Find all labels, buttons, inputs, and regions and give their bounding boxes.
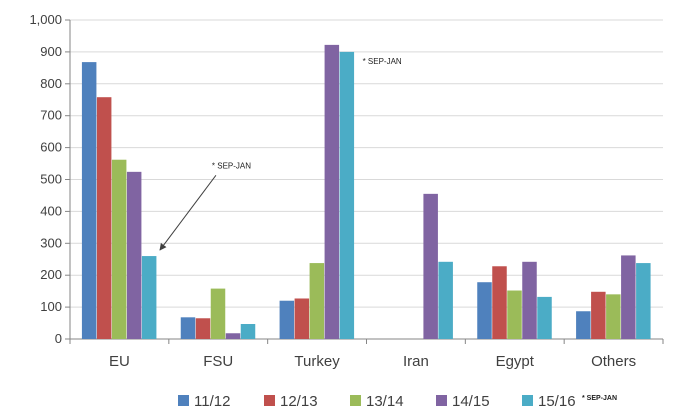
annotation-arrow: [159, 175, 217, 251]
y-tick-label: 1,000: [29, 12, 62, 27]
legend-swatch: [522, 395, 533, 406]
legend-label: 14/15: [452, 393, 490, 410]
y-tick-label: 500: [40, 172, 62, 187]
legend-swatch: [264, 395, 275, 406]
bar-fsu-14-15: [225, 333, 241, 339]
bar-eu-12-13: [96, 97, 112, 339]
y-tick-label: 300: [40, 235, 62, 250]
bar-egypt-12-13: [492, 266, 507, 339]
bar-iran-15-16: [438, 261, 453, 339]
legend-note: * SEP-JAN: [582, 395, 617, 402]
axes: [65, 19, 664, 344]
x-category-label: Iran: [403, 353, 429, 370]
bar-fsu-13-14: [210, 288, 226, 339]
x-category-label: EU: [109, 353, 130, 370]
bar-egypt-11-12: [477, 282, 492, 339]
y-tick-label: 200: [40, 267, 62, 282]
x-category-label: Turkey: [294, 353, 340, 370]
bar-others-15-16: [636, 263, 651, 339]
legend-label: 11/12: [194, 393, 230, 410]
x-category-label: FSU: [203, 353, 233, 370]
bar-turkey-15-16: [339, 51, 355, 340]
y-tick-label: 400: [40, 203, 62, 218]
y-tick-label: 0: [55, 331, 62, 346]
bar-egypt-14-15: [522, 261, 537, 339]
bar-turkey-11-12: [279, 300, 295, 339]
legend-swatch: [178, 395, 189, 406]
bar-iran-14-15: [423, 193, 438, 339]
bar-others-12-13: [591, 291, 606, 339]
legend-swatch: [436, 395, 447, 406]
bar-fsu-11-12: [180, 317, 196, 339]
legend: 11/12 12/13 13/14 14/15 15/16 * SEP-JAN: [178, 393, 617, 410]
bar-others-11-12: [576, 311, 591, 339]
y-tick-label: 800: [40, 76, 62, 91]
y-tick-label: 600: [40, 140, 62, 155]
bar-turkey-12-13: [294, 298, 310, 339]
bar-fsu-12-13: [195, 318, 211, 339]
gridlines: [70, 19, 663, 340]
bar-eu-13-14: [111, 159, 127, 339]
x-category-label: Others: [591, 353, 636, 370]
axis-labels: 0 100 200 300 400 500 600 700 800 900 1,000 EU FSU Tu…: [29, 12, 636, 370]
annotations: * SEP-JAN * SEP-JAN: [159, 57, 402, 251]
bar-fsu-15-16: [240, 324, 256, 339]
legend-swatch: [350, 395, 361, 406]
annotation-sep-jan: * SEP-JAN: [212, 161, 251, 170]
annotation-sep-jan: * SEP-JAN: [363, 57, 402, 66]
bar-eu-15-16: [141, 256, 157, 339]
bar-others-14-15: [621, 255, 636, 339]
bar-egypt-13-14: [507, 290, 522, 339]
y-tick-label: 700: [40, 108, 62, 123]
bar-eu-11-12: [81, 62, 97, 339]
bar-turkey-14-15: [324, 44, 340, 340]
legend-label: 15/16: [538, 393, 576, 410]
y-tick-label: 900: [40, 44, 62, 59]
bar-turkey-13-14: [309, 263, 325, 339]
bar-egypt-15-16: [537, 296, 552, 339]
legend-label: 13/14: [366, 393, 404, 410]
bars: [81, 44, 651, 340]
legend-label: 12/13: [280, 393, 318, 410]
y-tick-label: 100: [40, 299, 62, 314]
bar-others-13-14: [606, 294, 621, 339]
bar-eu-14-15: [126, 171, 142, 339]
x-category-label: Egypt: [496, 353, 535, 370]
